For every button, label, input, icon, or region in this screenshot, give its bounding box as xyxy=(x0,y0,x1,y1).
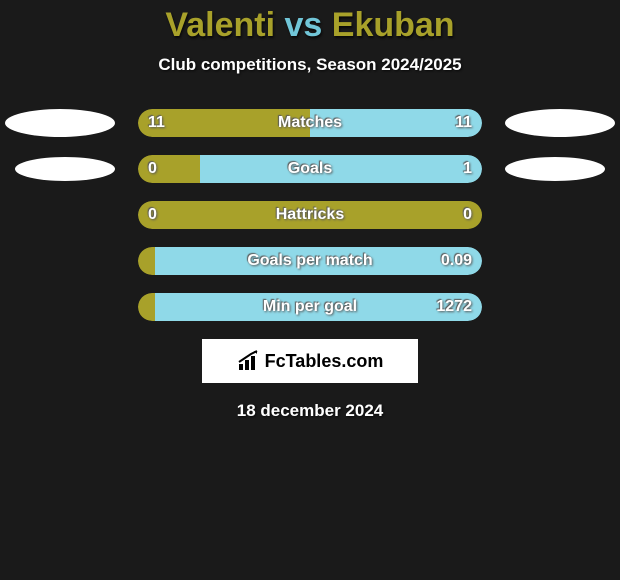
title-vs: vs xyxy=(284,6,322,44)
subtitle: Club competitions, Season 2024/2025 xyxy=(0,55,620,75)
stat-bar: 1272Min per goal xyxy=(138,293,482,321)
stat-value-right: 1 xyxy=(463,155,472,183)
stat-bar: 1111Matches xyxy=(138,109,482,137)
bar-right-fill xyxy=(200,155,482,183)
stat-row: 0.09Goals per match xyxy=(0,247,620,275)
stat-value-left: 0 xyxy=(148,155,157,183)
bar-left-fill xyxy=(138,247,155,275)
stat-row: 00Hattricks xyxy=(0,201,620,229)
title-player2: Ekuban xyxy=(332,6,455,44)
stat-value-right: 1272 xyxy=(436,293,472,321)
date-text: 18 december 2024 xyxy=(0,401,620,421)
title-player1: Valenti xyxy=(165,6,275,44)
player1-marker xyxy=(15,157,115,181)
stat-bar: 00Hattricks xyxy=(138,201,482,229)
comparison-title: Valenti vs Ekuban xyxy=(0,0,620,45)
stat-value-right: 0.09 xyxy=(441,247,472,275)
bar-right-fill xyxy=(155,247,482,275)
stat-value-left: 11 xyxy=(148,109,165,137)
player2-marker xyxy=(505,157,605,181)
stat-row: 1272Min per goal xyxy=(0,293,620,321)
bar-right-fill xyxy=(155,293,482,321)
fctables-logo: FcTables.com xyxy=(202,339,418,383)
bar-left-fill xyxy=(138,201,482,229)
stat-value-right: 11 xyxy=(455,109,472,137)
stat-value-left: 0 xyxy=(148,201,157,229)
logo-text: FcTables.com xyxy=(265,351,384,372)
bar-chart-icon xyxy=(237,350,261,372)
player1-marker xyxy=(5,109,115,137)
stat-row: 01Goals xyxy=(0,155,620,183)
stat-row: 1111Matches xyxy=(0,109,620,137)
stats-rows: 1111Matches01Goals00Hattricks0.09Goals p… xyxy=(0,109,620,321)
stat-bar: 01Goals xyxy=(138,155,482,183)
bar-left-fill xyxy=(138,293,155,321)
stat-bar: 0.09Goals per match xyxy=(138,247,482,275)
player2-marker xyxy=(505,109,615,137)
stat-value-right: 0 xyxy=(463,201,472,229)
